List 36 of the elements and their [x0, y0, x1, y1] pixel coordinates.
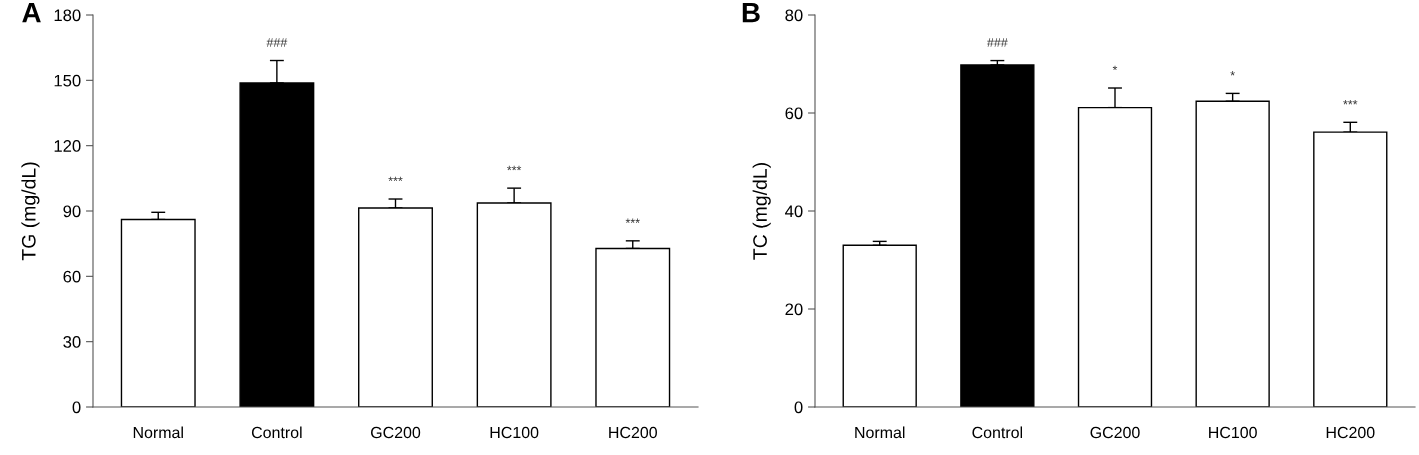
chart-title: B	[742, 3, 760, 23]
y-tick-label: 120	[54, 140, 81, 152]
y-tick-label: 60	[785, 107, 803, 120]
y-tick-label: 30	[63, 336, 81, 348]
annotation: ***	[1343, 100, 1358, 105]
y-tick-label: 0	[72, 401, 81, 414]
y-tick-label: 90	[63, 205, 81, 218]
y-tick-label: 60	[63, 270, 81, 283]
annotation: ***	[507, 165, 522, 171]
x-tick-label: HC200	[609, 426, 657, 439]
x-tick-label: Control	[972, 426, 1023, 439]
annotation: *	[1230, 71, 1235, 76]
x-tick-label: HC200	[1326, 426, 1375, 439]
annotation: ###	[986, 38, 1008, 47]
y-axis-title: TC (mg/dL)	[752, 163, 771, 260]
bar	[842, 244, 917, 407]
y-tick-label: 150	[54, 74, 81, 87]
x-tick-label: Control	[251, 426, 302, 439]
y-tick-label: 0	[794, 401, 803, 414]
bar	[960, 64, 1035, 407]
annotation: ***	[388, 176, 403, 182]
chart-title: A	[22, 3, 41, 23]
y-axis-title: TG (mg/dL)	[21, 162, 40, 261]
y-tick-label: 80	[785, 9, 803, 22]
annotation: ***	[625, 218, 640, 223]
x-tick-label: GC200	[371, 426, 421, 439]
x-tick-label: HC100	[1209, 426, 1257, 439]
y-tick-label: 180	[54, 9, 81, 22]
x-tick-label: Normal	[855, 426, 905, 439]
x-tick-label: GC200	[1090, 426, 1140, 439]
y-tick-label: 40	[785, 205, 803, 218]
x-tick-label: HC100	[490, 426, 539, 439]
y-tick-label: 20	[785, 303, 803, 316]
x-tick-label: Normal	[133, 426, 183, 439]
annotation: *	[1112, 65, 1118, 71]
annotation: ###	[266, 38, 288, 47]
